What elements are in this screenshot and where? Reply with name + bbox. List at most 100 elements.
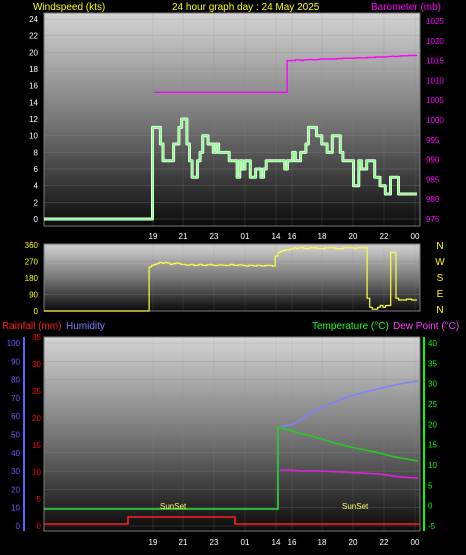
rain-x-tick-label: 18 — [318, 538, 327, 547]
wind-y-tick-label: 20 — [29, 48, 38, 57]
temperature-y-tick-label: 5 — [428, 481, 433, 490]
wind-x-tick-label: 20 — [349, 232, 358, 241]
rain-x-tick-label: 20 — [349, 538, 358, 547]
direction-y-tick-label: 0 — [34, 307, 39, 316]
humidity-y-tick-label: 30 — [11, 467, 20, 476]
wind-y-tick-label: 18 — [29, 65, 38, 74]
rain-x-tick-label: 21 — [179, 538, 188, 547]
humidity-y-tick-label: 40 — [11, 449, 20, 458]
barometer-axis-label: Barometer (mb) — [371, 2, 441, 13]
wind-y-tick-label: 22 — [29, 32, 38, 41]
humidity-y-tick-label: 0 — [16, 522, 21, 531]
compass-label: W — [435, 257, 445, 268]
barometer-y-tick-label: 985 — [426, 175, 440, 184]
temperature-line — [44, 425, 419, 510]
windspeed-line — [44, 118, 417, 220]
rain-x-tick-label: 01 — [241, 538, 250, 547]
rainfall-y-tick-label: 35 — [32, 333, 41, 342]
temperature-y-tick-label: 20 — [428, 420, 437, 429]
humidity-y-tick-label: 70 — [11, 394, 20, 403]
wind-x-tick-label: 01 — [241, 232, 250, 241]
wind-y-tick-label: 14 — [29, 98, 38, 107]
rain-temp-panel-background — [43, 336, 421, 532]
graph-title: 24 hour graph day : 24 May 2025 — [172, 2, 320, 13]
sunset-annotation: SunSet — [342, 502, 369, 511]
compass-label: N — [436, 305, 443, 316]
rain-x-tick-label: 23 — [210, 538, 219, 547]
humidity-y-tick-label: 60 — [11, 412, 20, 421]
rainfall-axis-label: Rainfall (mm) — [2, 321, 61, 332]
rainfall-y-tick-label: 15 — [32, 441, 41, 450]
dewpoint-line — [280, 469, 419, 479]
barometer-y-tick-label: 1000 — [426, 116, 444, 125]
compass-label: E — [437, 289, 444, 300]
rainfall-y-tick-label: 30 — [32, 360, 41, 369]
wind-x-tick-label: 00 — [411, 232, 420, 241]
humidity-y-tick-label: 100 — [7, 339, 21, 348]
temperature-y-tick-label: 10 — [428, 461, 437, 470]
humidity-axis-label: Humidity — [66, 321, 105, 332]
barometer-y-tick-label: 1020 — [426, 37, 444, 46]
rain-x-tick-label: 14 — [272, 538, 281, 547]
humidity-y-tick-label: 80 — [11, 376, 20, 385]
wind-y-tick-label: 4 — [34, 182, 39, 191]
wind-y-tick-label: 6 — [34, 165, 39, 174]
barometer-y-tick-label: 1015 — [426, 57, 444, 66]
temperature-y-tick-label: 35 — [428, 359, 437, 368]
wind-y-tick-label: 2 — [34, 198, 39, 207]
humidity-y-tick-label: 20 — [11, 485, 20, 494]
temperature-y-tick-label: 0 — [428, 502, 433, 511]
wind-y-tick-label: 16 — [29, 82, 38, 91]
dewpoint-axis-label: Dew Point (°C) — [393, 321, 459, 332]
direction-y-tick-label: 270 — [25, 258, 39, 267]
wind-x-tick-label: 18 — [318, 232, 327, 241]
temperature-y-tick-label: -5 — [428, 522, 436, 531]
rainfall-line — [44, 516, 420, 525]
rain-x-tick-label: 00 — [411, 538, 420, 547]
wind-panel-background — [43, 12, 421, 227]
wind-x-tick-label: 14 — [272, 232, 281, 241]
direction-y-tick-label: 90 — [29, 291, 38, 300]
compass-label: N — [436, 241, 443, 252]
wind-x-tick-label: 21 — [179, 232, 188, 241]
humidity-y-tick-label: 90 — [11, 357, 20, 366]
wind-x-tick-label: 19 — [149, 232, 158, 241]
temperature-y-tick-label: 40 — [428, 339, 437, 348]
rain-x-tick-label: 19 — [149, 538, 158, 547]
rainfall-y-tick-label: 10 — [32, 468, 41, 477]
temperature-y-tick-label: 15 — [428, 441, 437, 450]
rainfall-y-tick-label: 20 — [32, 414, 41, 423]
barometer-y-tick-label: 980 — [426, 195, 440, 204]
barometer-y-tick-label: 975 — [426, 215, 440, 224]
compass-label: S — [437, 273, 444, 284]
wind-x-tick-label: 23 — [210, 232, 219, 241]
wind-direction-line — [44, 247, 417, 312]
rainfall-y-tick-label: 5 — [37, 495, 42, 504]
direction-y-tick-label: 180 — [25, 274, 39, 283]
wind-x-tick-label: 16 — [288, 232, 297, 241]
sunset-annotation: SunSet — [160, 502, 187, 511]
barometer-y-tick-label: 1025 — [426, 17, 444, 26]
barometer-y-tick-label: 990 — [426, 156, 440, 165]
windspeed-axis-label: Windspeed (kts) — [33, 2, 105, 13]
humidity-y-tick-label: 10 — [11, 504, 20, 513]
temperature-y-tick-label: 25 — [428, 400, 437, 409]
rain-x-tick-label: 16 — [288, 538, 297, 547]
temperature-axis-label: Temperature (°C) — [312, 321, 389, 332]
barometer-y-tick-label: 1005 — [426, 96, 444, 105]
barometer-y-tick-label: 1010 — [426, 76, 444, 85]
wind-y-tick-label: 12 — [29, 115, 38, 124]
direction-panel-background — [43, 243, 421, 312]
humidity-y-tick-label: 50 — [11, 431, 20, 440]
wind-y-tick-label: 8 — [34, 148, 39, 157]
rain-x-tick-label: 22 — [380, 538, 389, 547]
wind-y-tick-label: 24 — [29, 15, 38, 24]
wind-y-tick-label: 0 — [34, 215, 39, 224]
rainfall-y-tick-label: 25 — [32, 387, 41, 396]
wind-x-tick-label: 22 — [380, 232, 389, 241]
rainfall-y-tick-label: 0 — [37, 522, 42, 531]
barometer-y-tick-label: 995 — [426, 136, 440, 145]
direction-y-tick-label: 360 — [25, 241, 39, 250]
